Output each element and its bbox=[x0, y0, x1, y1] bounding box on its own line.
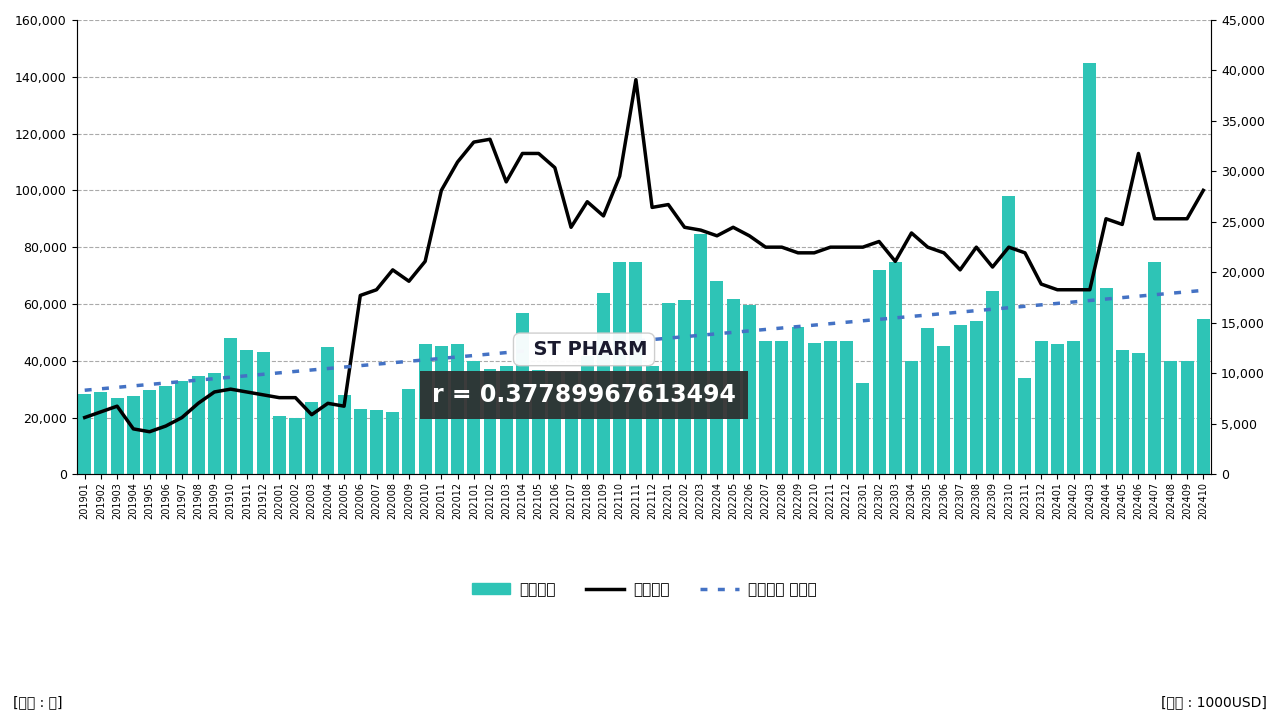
Bar bbox=[678, 300, 691, 474]
Bar bbox=[499, 366, 513, 474]
Bar bbox=[484, 369, 497, 474]
Bar bbox=[694, 234, 708, 474]
Bar bbox=[1132, 354, 1144, 474]
Bar bbox=[305, 402, 319, 474]
Bar bbox=[256, 352, 270, 474]
Text: [단위 : 원]: [단위 : 원] bbox=[13, 696, 63, 709]
Bar bbox=[581, 356, 594, 474]
Bar bbox=[856, 384, 869, 474]
Bar bbox=[532, 370, 545, 474]
Bar bbox=[1034, 341, 1047, 474]
Bar bbox=[808, 343, 820, 474]
Bar bbox=[1051, 344, 1064, 474]
Bar bbox=[905, 361, 918, 474]
Bar bbox=[467, 361, 480, 474]
Bar bbox=[1148, 262, 1161, 474]
Bar bbox=[370, 410, 383, 474]
Bar bbox=[451, 344, 465, 474]
Bar bbox=[759, 341, 772, 474]
Bar bbox=[954, 325, 966, 474]
Bar bbox=[1083, 63, 1096, 474]
Bar bbox=[630, 262, 643, 474]
Bar bbox=[387, 412, 399, 474]
Bar bbox=[596, 292, 611, 474]
Bar bbox=[289, 418, 302, 474]
Bar bbox=[192, 377, 205, 474]
Bar bbox=[662, 302, 675, 474]
Bar bbox=[207, 374, 221, 474]
Text: [단위 : 1000USD]: [단위 : 1000USD] bbox=[1161, 696, 1267, 709]
Text: r = 0.37789967613494: r = 0.37789967613494 bbox=[433, 383, 736, 407]
Bar bbox=[273, 415, 285, 474]
Bar bbox=[419, 344, 431, 474]
Bar bbox=[922, 328, 934, 474]
Bar bbox=[1068, 341, 1080, 474]
Bar bbox=[840, 341, 854, 474]
Bar bbox=[548, 372, 562, 474]
Bar bbox=[159, 387, 173, 474]
Bar bbox=[937, 346, 950, 474]
Bar bbox=[791, 327, 805, 474]
Text: ST PHARM: ST PHARM bbox=[520, 340, 648, 359]
Bar bbox=[888, 262, 902, 474]
Bar bbox=[645, 366, 659, 474]
Bar bbox=[986, 291, 998, 474]
Bar bbox=[435, 346, 448, 474]
Bar bbox=[224, 338, 237, 474]
Bar bbox=[127, 395, 140, 474]
Legend: 수출금액, 에스티팜, 수출금액 추세선: 수출금액, 에스티팜, 수출금액 추세선 bbox=[466, 576, 823, 603]
Bar bbox=[613, 262, 626, 474]
Bar bbox=[564, 372, 577, 474]
Bar bbox=[873, 271, 886, 474]
Bar bbox=[1165, 361, 1178, 474]
Bar bbox=[1100, 287, 1112, 474]
Bar bbox=[78, 394, 91, 474]
Bar bbox=[110, 397, 124, 474]
Bar bbox=[241, 350, 253, 474]
Bar bbox=[742, 305, 756, 474]
Bar bbox=[1019, 379, 1032, 474]
Bar bbox=[824, 341, 837, 474]
Bar bbox=[338, 395, 351, 474]
Bar bbox=[1197, 319, 1210, 474]
Bar bbox=[1180, 361, 1193, 474]
Bar bbox=[516, 312, 529, 474]
Bar bbox=[710, 282, 723, 474]
Bar bbox=[402, 389, 416, 474]
Bar bbox=[175, 382, 188, 474]
Bar bbox=[353, 409, 367, 474]
Bar bbox=[143, 390, 156, 474]
Bar bbox=[776, 341, 788, 474]
Bar bbox=[727, 299, 740, 474]
Bar bbox=[970, 321, 983, 474]
Bar bbox=[1116, 350, 1129, 474]
Bar bbox=[95, 392, 108, 474]
Bar bbox=[1002, 196, 1015, 474]
Bar bbox=[321, 347, 334, 474]
